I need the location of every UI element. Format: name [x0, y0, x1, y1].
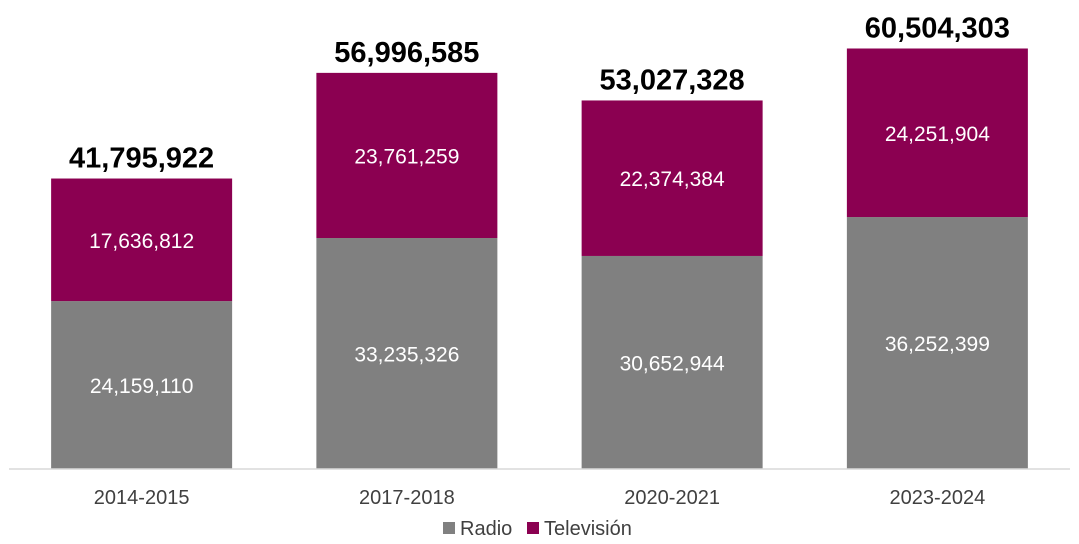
- bar-radio-2017-2018: [316, 238, 498, 469]
- legend-label: Radio: [460, 518, 512, 540]
- total-label: 41,795,922: [69, 143, 214, 175]
- category-labels: 2014-2015 2017-2018 2020-2021 2023-2024: [94, 487, 985, 509]
- legend-swatch: [527, 522, 539, 534]
- bar-televisin-2014-2015: [51, 178, 233, 302]
- legend-swatch: [443, 522, 455, 534]
- total-label: 53,027,328: [600, 64, 745, 96]
- data-label: 24,159,110: [90, 375, 194, 398]
- bar-group: 24,159,110 17,636,812 41,795,922 33,235,326…: [51, 12, 1028, 469]
- legend: Radio Televisión: [443, 518, 632, 540]
- data-label: 36,252,399: [885, 333, 990, 356]
- data-label: 33,235,326: [354, 344, 459, 367]
- data-label: 23,761,259: [354, 145, 459, 168]
- bar-radio-2014-2015: [51, 301, 233, 469]
- data-label: 24,251,904: [885, 123, 990, 146]
- category-label: 2020-2021: [624, 487, 720, 509]
- data-label: 17,636,812: [89, 230, 194, 253]
- category-label: 2014-2015: [94, 487, 190, 509]
- category-label: 2017-2018: [359, 487, 455, 509]
- bar-televisin-2017-2018: [316, 72, 498, 239]
- data-label: 22,374,384: [620, 168, 725, 191]
- bar-radio-2023-2024: [846, 217, 1028, 469]
- bar-televisin-2020-2021: [581, 100, 763, 256]
- category-label: 2023-2024: [890, 487, 986, 509]
- data-label: 30,652,944: [620, 352, 725, 375]
- total-label: 56,996,585: [334, 37, 479, 69]
- bar-televisin-2023-2024: [846, 48, 1028, 218]
- bar-radio-2020-2021: [581, 255, 763, 469]
- legend-label: Televisión: [544, 518, 632, 540]
- total-label: 60,504,303: [865, 12, 1010, 44]
